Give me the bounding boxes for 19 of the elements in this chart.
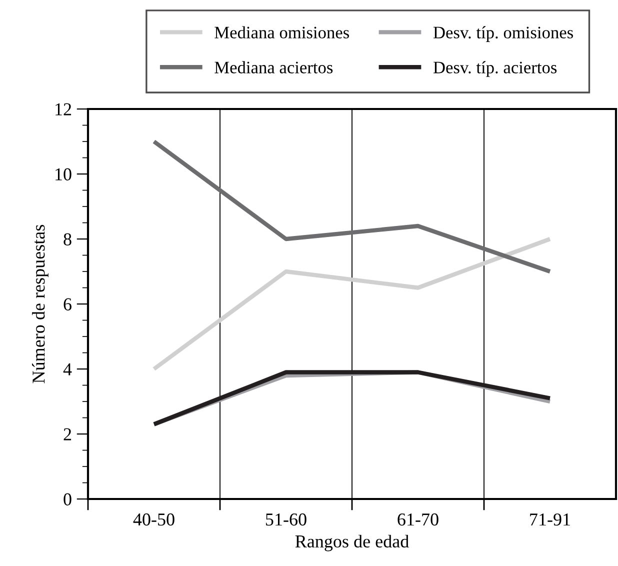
y-tick-label: 4 [63,363,72,376]
x-tick-label: 71-91 [530,513,570,526]
legend-label: Desv. típ. omisiones [433,26,573,42]
line-series [152,236,552,372]
y-tick-label: 12 [56,103,72,116]
legend-label: Mediana omisiones [214,26,349,38]
x-axis-title: Rangos de edad [295,534,409,552]
x-tick-label: 61-70 [398,513,438,526]
y-tick-label: 10 [56,168,72,180]
y-tick-label: 0 [64,493,72,506]
line-series [152,139,552,274]
x-tick-label: 40-50 [133,513,174,526]
y-tick-label: 8 [64,233,72,246]
legend-label: Desv. típ. aciertos [433,61,557,77]
y-tick-label: 6 [64,298,72,310]
legend-label: Mediana aciertos [214,61,333,74]
y-axis-title: Número de respuestas [32,224,48,384]
y-tick-label: 2 [64,428,72,440]
x-tick-label: 51-60 [266,513,306,526]
